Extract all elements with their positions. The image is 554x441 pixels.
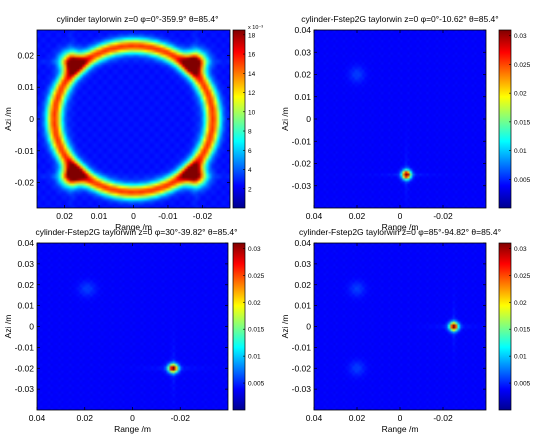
colorbar-tick-label: 0.03 — [514, 33, 527, 40]
y-tick-label: 0 — [29, 114, 34, 124]
x-tick-label: 0.04 — [306, 211, 323, 221]
y-tick-label: -0.02 — [15, 178, 35, 188]
panel-title: cylinder-Fstep2G taylorwin z=0 φ=85°-94.… — [299, 227, 501, 237]
x-axis-label: Range /m — [114, 424, 151, 434]
y-tick-label: 0.03 — [294, 259, 311, 269]
colorbar — [232, 242, 246, 411]
colorbar-tick-label: 0.005 — [514, 177, 531, 184]
y-tick-label: 0.04 — [294, 238, 311, 248]
y-tick-label: -0.01 — [15, 146, 35, 156]
colorbar-tick-label: 0.03 — [248, 246, 261, 253]
y-axis-label: Azi /m — [3, 107, 13, 131]
colorbar-tick-label: 4 — [248, 167, 252, 174]
colorbar-tick-label: 10 — [248, 109, 256, 116]
heatmap-panel-4: 0.04 0.02 0 -0.02 0.04 0.03 0.02 0.01 0 -0.01 -0.0… — [280, 227, 531, 434]
y-tick-label: -0.03 — [292, 181, 312, 191]
colorbar-tick-label: 0.02 — [514, 300, 527, 307]
y-tick-label: 0.01 — [17, 82, 34, 92]
colorbar — [232, 29, 246, 209]
y-tick-label: 0.04 — [294, 25, 311, 35]
colorbar-tick-label: 12 — [248, 90, 256, 97]
y-tick-label: -0.01 — [292, 136, 312, 146]
colorbar — [498, 29, 512, 209]
colorbar-tick-label: 0.01 — [514, 148, 527, 155]
x-tick-label: 0.04 — [29, 413, 46, 423]
y-axis-label: Azi /m — [280, 107, 290, 131]
x-tick-label: 0 — [131, 211, 136, 221]
y-tick-label: -0.03 — [15, 384, 35, 394]
y-tick-label: 0 — [306, 322, 311, 332]
panel-title: cylinder taylorwin z=0 φ=0°-359.9° θ=85.… — [57, 14, 219, 24]
y-tick-label: 0.02 — [17, 280, 34, 290]
x-tick-label: -0.01 — [158, 211, 178, 221]
y-tick-label: 0.02 — [294, 70, 311, 80]
x-tick-label: -0.02 — [171, 413, 191, 423]
y-tick-label: -0.01 — [15, 342, 35, 352]
y-tick-label: 0 — [306, 114, 311, 124]
heatmap-panel-1: 0.02 0.01 0 -0.01 -0.02 0.02 0.01 0 -0.01 -0.02 Ra… — [3, 14, 263, 232]
x-tick-label: 0.04 — [306, 413, 323, 423]
x-axis-label: Range /m — [382, 222, 419, 232]
x-axis-label: Range /m — [115, 222, 152, 232]
colorbar-tick-label: 0.01 — [248, 354, 261, 361]
colorbar-tick-label: 16 — [248, 52, 256, 59]
y-axis-label: Azi /m — [3, 315, 13, 339]
x-tick-label: 0.01 — [91, 211, 108, 221]
colorbar-tick-label: 8 — [248, 129, 252, 136]
colorbar-tick-label: 0.025 — [248, 273, 265, 280]
colorbar-tick-label: 0.015 — [514, 119, 531, 126]
colorbar-exponent: x 10⁻³ — [248, 25, 263, 31]
colorbar-tick-label: 0.005 — [248, 381, 265, 388]
y-tick-label: 0.02 — [17, 50, 34, 60]
x-axis-label: Range /m — [382, 424, 419, 434]
x-tick-label: -0.02 — [193, 211, 213, 221]
x-tick-label: 0.02 — [76, 413, 93, 423]
y-tick-label: 0.04 — [17, 238, 34, 248]
colorbar-tick-label: 0.015 — [248, 327, 265, 334]
panel-title: cylinder-Fstep2G taylorwin z=0 φ=0°-10.6… — [301, 14, 498, 24]
y-tick-label: -0.03 — [292, 384, 312, 394]
colorbar-tick-label: 2 — [248, 186, 252, 193]
colorbar-tick-label: 18 — [248, 32, 256, 39]
colorbar — [498, 242, 512, 411]
colorbar-tick-label: 6 — [248, 148, 252, 155]
x-tick-label: 0 — [130, 413, 135, 423]
y-tick-label: 0.01 — [17, 301, 34, 311]
x-tick-label: 0 — [398, 413, 403, 423]
y-tick-label: 0.03 — [17, 259, 34, 269]
colorbar-tick-label: 0.02 — [248, 300, 261, 307]
y-tick-label: 0.01 — [294, 92, 311, 102]
colorbar-tick-label: 14 — [248, 71, 256, 78]
y-tick-label: 0 — [29, 322, 34, 332]
y-tick-label: -0.02 — [292, 363, 312, 373]
y-axis-label: Azi /m — [280, 315, 290, 339]
colorbar-tick-label: 0.025 — [514, 62, 531, 69]
x-tick-label: 0 — [398, 211, 403, 221]
y-tick-label: 0.02 — [294, 280, 311, 290]
heatmap-panel-3: 0.04 0.02 0 -0.02 0.04 0.03 0.02 0.01 0 -0.01 -0.0… — [3, 227, 265, 434]
colorbar-tick-label: 0.015 — [514, 327, 531, 334]
heatmap-image — [314, 30, 486, 208]
colorbar-tick-label: 0.02 — [514, 91, 527, 98]
colorbar-tick-label: 0.025 — [514, 273, 531, 280]
x-tick-label: 0.02 — [56, 211, 73, 221]
y-tick-label: -0.02 — [292, 159, 312, 169]
x-tick-label: -0.02 — [433, 413, 453, 423]
y-tick-label: -0.02 — [15, 363, 35, 373]
colorbar-tick-label: 0.005 — [514, 381, 531, 388]
heatmap-image — [37, 243, 228, 410]
heatmap-panel-2: 0.04 0.02 0 -0.02 0.04 0.03 0.02 0.01 0 -0.01 -0.0… — [280, 14, 531, 232]
y-tick-label: 0.03 — [294, 47, 311, 57]
y-tick-label: -0.01 — [292, 342, 312, 352]
heatmap-image — [37, 30, 230, 208]
x-tick-label: 0.02 — [349, 211, 366, 221]
heatmap-image — [314, 243, 486, 410]
colorbar-tick-label: 0.01 — [514, 354, 527, 361]
x-tick-label: 0.02 — [349, 413, 366, 423]
x-tick-label: -0.02 — [433, 211, 453, 221]
y-tick-label: 0.01 — [294, 301, 311, 311]
panel-title: cylinder-Fstep2G taylorwin z=0 φ=30°-39.… — [35, 227, 237, 237]
colorbar-tick-label: 0.03 — [514, 246, 527, 253]
